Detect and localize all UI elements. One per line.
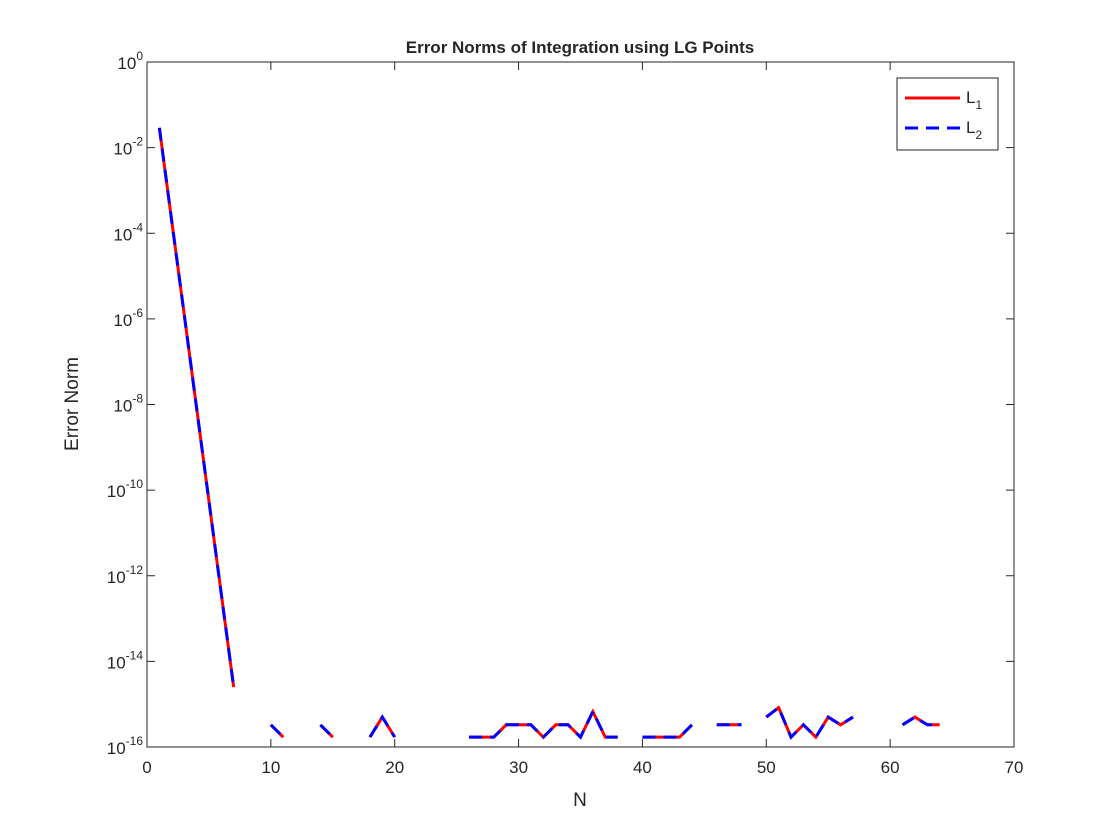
y-tick-label: 10-16 — [107, 734, 144, 758]
x-tick-label: 40 — [633, 758, 652, 777]
x-tick-label: 60 — [881, 758, 900, 777]
legend-label: L2 — [966, 118, 982, 142]
x-tick-label: 0 — [142, 758, 151, 777]
y-tick-exponent: -6 — [132, 306, 143, 320]
y-tick-exponent: -2 — [132, 135, 143, 149]
y-tick-base: 10 — [113, 397, 132, 416]
y-tick-label: 10-4 — [113, 220, 143, 244]
x-tick-label: 20 — [385, 758, 404, 777]
legend-label: L1 — [966, 88, 982, 112]
y-tick-exponent: -8 — [132, 392, 143, 406]
y-tick-label: 10-8 — [113, 392, 143, 416]
x-axis-label: N — [573, 790, 587, 811]
y-tick-label: 10-6 — [113, 306, 143, 330]
plot-area — [146, 61, 1015, 748]
y-tick-base: 10 — [107, 568, 126, 587]
legend-name: L — [966, 118, 975, 137]
y-tick-label: 10-2 — [113, 135, 143, 159]
y-tick-base: 10 — [117, 54, 136, 73]
x-tick-label: 30 — [509, 758, 528, 777]
x-tick-label: 50 — [757, 758, 776, 777]
legend-box — [896, 77, 999, 151]
chart-title: Error Norms of Integration using LG Poin… — [406, 38, 755, 57]
legend-name: L — [966, 88, 975, 107]
y-tick-label: 10-10 — [107, 477, 144, 501]
x-tick-label: 70 — [1005, 758, 1024, 777]
y-tick-base: 10 — [113, 140, 132, 159]
legend-subscript: 2 — [975, 128, 982, 142]
y-tick-base: 10 — [113, 225, 132, 244]
y-tick-label: 100 — [117, 49, 143, 73]
x-tick-label: 10 — [261, 758, 280, 777]
y-tick-exponent: 0 — [136, 49, 143, 63]
y-tick-exponent: -14 — [126, 648, 144, 662]
y-tick-base: 10 — [113, 311, 132, 330]
y-tick-base: 10 — [107, 653, 126, 672]
y-tick-label: 10-12 — [107, 563, 144, 587]
y-axis-label: Error Norm — [62, 357, 83, 451]
y-tick-exponent: -4 — [132, 220, 143, 234]
y-tick-exponent: -10 — [126, 477, 144, 491]
legend-subscript: 1 — [975, 98, 982, 112]
series-line — [157, 127, 940, 740]
y-tick-label: 10-14 — [107, 648, 144, 672]
y-tick-exponent: -12 — [126, 563, 144, 577]
y-tick-base: 10 — [107, 482, 126, 501]
y-tick-base: 10 — [107, 739, 126, 758]
y-tick-exponent: -16 — [126, 734, 144, 748]
